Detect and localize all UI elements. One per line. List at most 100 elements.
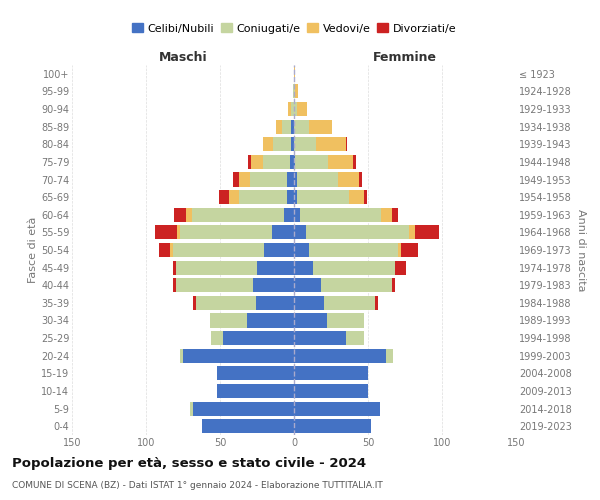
Bar xyxy=(290,155,294,169)
Bar xyxy=(276,120,282,134)
Bar xyxy=(263,155,290,169)
Bar xyxy=(211,331,223,345)
Bar xyxy=(294,172,297,186)
Bar xyxy=(294,260,313,274)
Bar xyxy=(209,314,247,328)
Legend: Celibi/Nubili, Coniugati/e, Vedovi/e, Divorziati/e: Celibi/Nubili, Coniugati/e, Vedovi/e, Di… xyxy=(127,19,461,38)
Bar xyxy=(382,208,392,222)
Bar xyxy=(338,172,359,186)
Bar xyxy=(186,208,192,222)
Bar xyxy=(190,402,193,415)
Bar xyxy=(323,296,376,310)
Bar xyxy=(294,278,320,292)
Y-axis label: Fasce di età: Fasce di età xyxy=(28,217,38,283)
Text: Femmine: Femmine xyxy=(373,51,437,64)
Bar xyxy=(313,260,395,274)
Bar xyxy=(173,260,176,274)
Bar xyxy=(174,208,186,222)
Bar xyxy=(196,296,256,310)
Bar xyxy=(294,331,346,345)
Bar xyxy=(247,314,294,328)
Bar xyxy=(180,348,183,363)
Bar xyxy=(155,226,177,239)
Bar xyxy=(257,260,294,274)
Bar xyxy=(223,331,294,345)
Text: COMUNE DI SCENA (BZ) - Dati ISTAT 1° gennaio 2024 - Elaborazione TUTTITALIA.IT: COMUNE DI SCENA (BZ) - Dati ISTAT 1° gen… xyxy=(12,481,383,490)
Bar xyxy=(398,243,401,257)
Bar xyxy=(229,190,239,204)
Bar xyxy=(263,137,273,152)
Bar xyxy=(294,120,309,134)
Bar xyxy=(294,84,295,98)
Bar xyxy=(273,137,291,152)
Bar xyxy=(287,172,294,186)
Bar xyxy=(294,348,386,363)
Bar xyxy=(193,296,196,310)
Bar xyxy=(239,190,287,204)
Bar xyxy=(353,155,356,169)
Bar xyxy=(192,208,284,222)
Text: Popolazione per età, sesso e stato civile - 2024: Popolazione per età, sesso e stato civil… xyxy=(12,458,366,470)
Bar xyxy=(177,226,180,239)
Bar xyxy=(409,226,415,239)
Bar xyxy=(287,190,294,204)
Bar xyxy=(346,137,347,152)
Bar xyxy=(250,172,287,186)
Bar xyxy=(297,190,349,204)
Bar xyxy=(295,155,328,169)
Bar xyxy=(328,155,353,169)
Bar xyxy=(349,190,364,204)
Bar xyxy=(180,226,272,239)
Bar xyxy=(183,348,294,363)
Bar xyxy=(291,137,294,152)
Bar xyxy=(294,226,306,239)
Bar xyxy=(170,243,173,257)
Bar xyxy=(282,120,291,134)
Bar xyxy=(294,155,295,169)
Bar xyxy=(173,243,265,257)
Bar xyxy=(233,172,239,186)
Bar xyxy=(294,190,297,204)
Bar xyxy=(294,419,371,433)
Bar xyxy=(386,348,393,363)
Bar xyxy=(364,190,367,204)
Bar xyxy=(256,296,294,310)
Bar xyxy=(316,137,346,152)
Bar xyxy=(326,314,364,328)
Bar xyxy=(284,208,294,222)
Bar xyxy=(176,278,253,292)
Bar xyxy=(320,278,392,292)
Bar xyxy=(392,278,395,292)
Bar xyxy=(288,102,291,116)
Bar xyxy=(248,155,251,169)
Bar xyxy=(415,226,439,239)
Bar xyxy=(218,190,229,204)
Bar xyxy=(392,208,398,222)
Text: Maschi: Maschi xyxy=(158,51,208,64)
Bar xyxy=(265,243,294,257)
Bar xyxy=(309,120,332,134)
Bar xyxy=(272,226,294,239)
Bar xyxy=(346,331,364,345)
Bar xyxy=(202,419,294,433)
Bar xyxy=(217,366,294,380)
Bar xyxy=(239,172,250,186)
Bar xyxy=(309,243,398,257)
Bar xyxy=(251,155,263,169)
Bar xyxy=(193,402,294,415)
Bar xyxy=(294,402,380,415)
Bar xyxy=(217,384,294,398)
Bar xyxy=(395,260,406,274)
Y-axis label: Anni di nascita: Anni di nascita xyxy=(575,209,586,291)
Bar xyxy=(291,102,294,116)
Bar xyxy=(297,172,338,186)
Bar xyxy=(401,243,418,257)
Bar xyxy=(293,84,294,98)
Bar xyxy=(294,243,309,257)
Bar xyxy=(359,172,362,186)
Bar xyxy=(160,243,170,257)
Bar xyxy=(253,278,294,292)
Bar xyxy=(297,102,307,116)
Bar xyxy=(176,260,257,274)
Bar xyxy=(294,208,300,222)
